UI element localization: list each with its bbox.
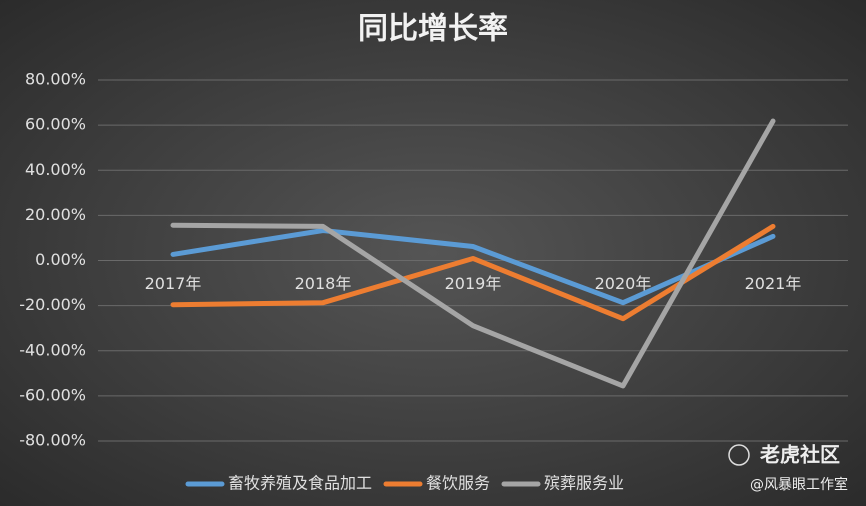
series-line: [170, 223, 776, 322]
y-tick-label: 20.00%: [25, 205, 86, 224]
watermark-author: @风暴眼工作室: [750, 476, 848, 493]
y-tick-label: -80.00%: [19, 431, 86, 450]
y-tick-label: 80.00%: [25, 70, 86, 89]
legend-label: 殡葬服务业: [544, 474, 624, 493]
x-tick-label: 2017年: [145, 274, 202, 293]
chart-title: 同比增长率: [358, 12, 508, 47]
legend-label: 餐饮服务: [426, 474, 490, 493]
watermark-brand: 老虎社区: [760, 443, 840, 467]
series-line: [170, 118, 776, 389]
watermark-icon: [728, 444, 750, 466]
series-line: [170, 227, 776, 306]
legend-label: 畜牧养殖及食品加工: [228, 474, 372, 493]
y-tick-label: -40.00%: [19, 340, 86, 359]
x-tick-label: 2019年: [445, 274, 502, 293]
x-tick-label: 2018年: [295, 274, 352, 293]
y-tick-label: -60.00%: [19, 385, 86, 404]
y-tick-label: 60.00%: [25, 115, 86, 134]
y-tick-label: 40.00%: [25, 160, 86, 179]
y-tick-label: 0.00%: [35, 250, 86, 269]
y-tick-label: -20.00%: [19, 295, 86, 314]
x-tick-label: 2020年: [595, 274, 652, 293]
x-tick-label: 2021年: [745, 274, 802, 293]
